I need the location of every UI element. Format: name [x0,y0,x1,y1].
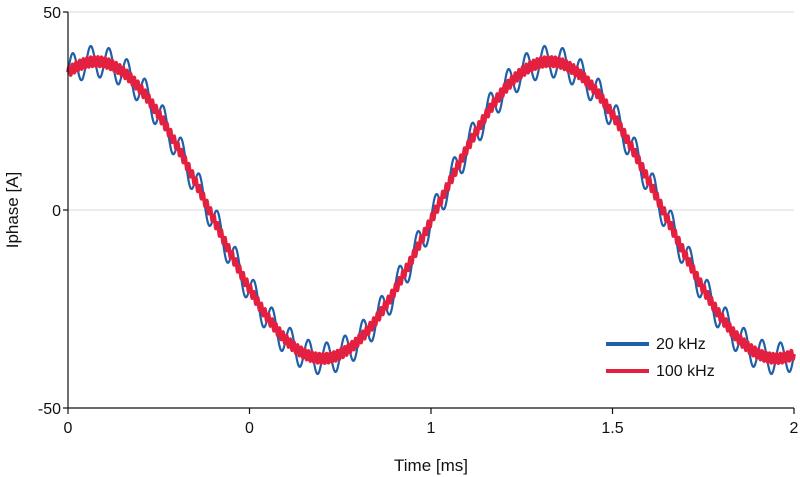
x-tick-label-2: 1 [427,420,436,437]
series-line-1 [66,54,796,366]
legend-label-1: 100 kHz [656,363,715,380]
x-tick-label-4: 2 [790,420,799,437]
y-tick-label-2: -50 [38,401,61,418]
y-axis-title: Iphase [A] [3,172,22,249]
x-tick-label-0: 0 [64,420,73,437]
grid-lines [68,11,794,211]
x-axis-title: Time [ms] [394,456,468,475]
series-lines [66,44,796,376]
x-tick-label-3: 1.5 [601,420,623,437]
legend: 20 kHz 100 kHz [606,336,715,380]
tick-marks [63,11,795,414]
y-tick-label-1: 0 [52,203,61,220]
y-tick-label-0: 50 [43,5,61,22]
tick-labels: 500-500 0 1 1.5 2 [38,5,799,437]
legend-label-0: 20 kHz [656,336,706,353]
x-tick-label-1: 0 [245,420,254,437]
